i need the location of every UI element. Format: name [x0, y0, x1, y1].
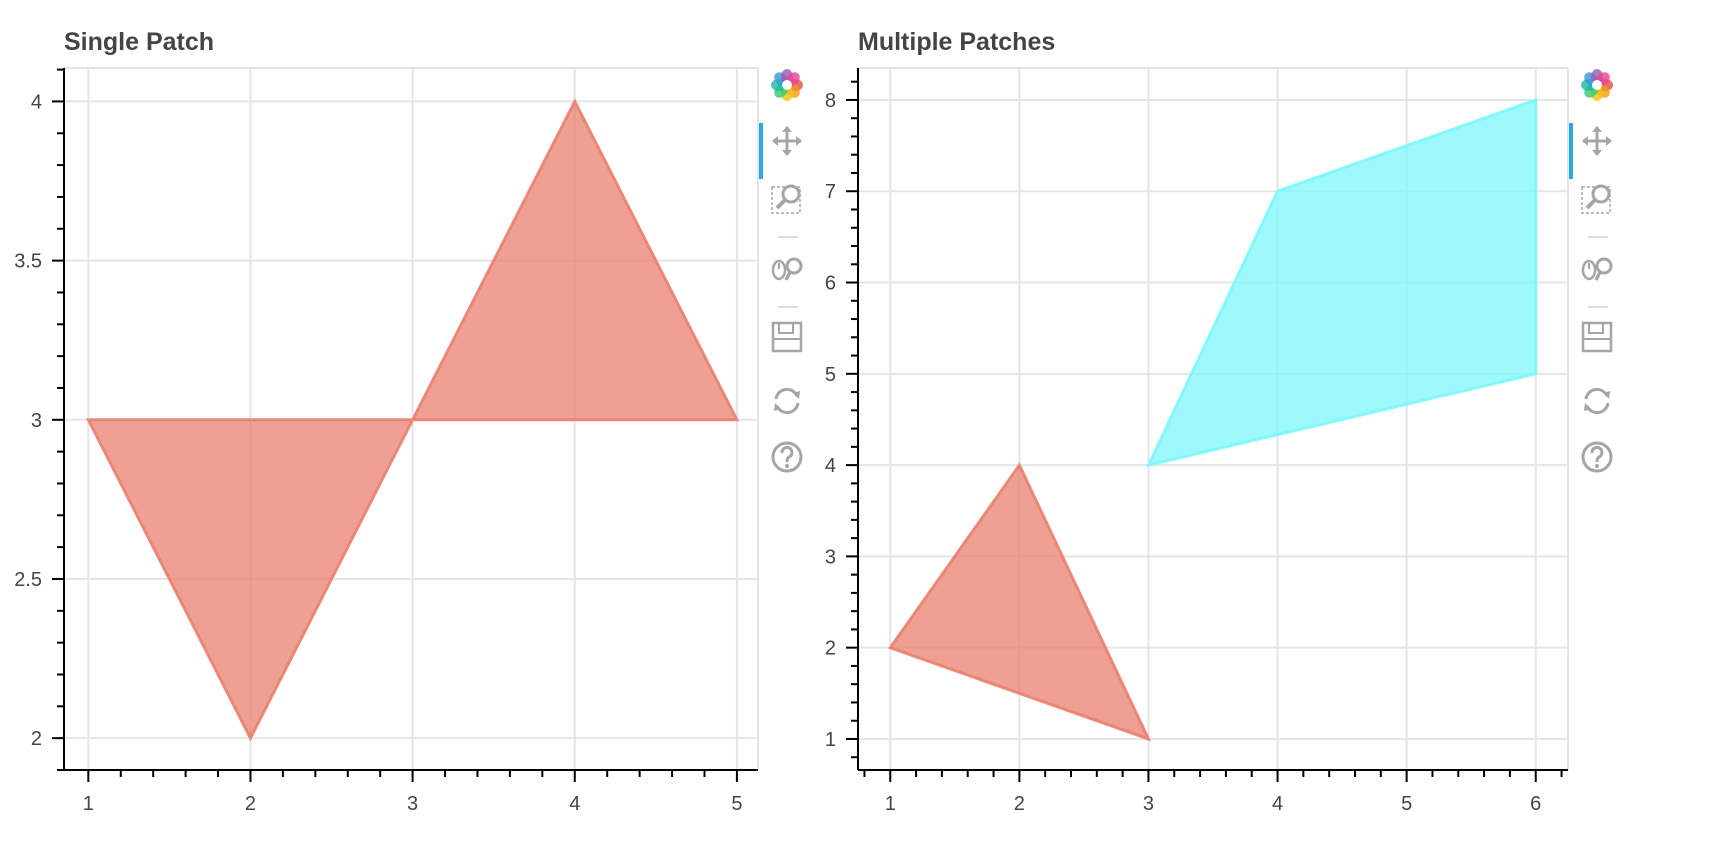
y-tick-label: 2.5	[14, 569, 42, 591]
reset-tool-button[interactable]	[1572, 378, 1622, 424]
x-tick-label: 5	[731, 793, 742, 815]
x-tick-label: 4	[569, 793, 580, 815]
x-tick-label: 3	[407, 793, 418, 815]
y-tick-label: 3	[825, 546, 836, 568]
x-tick-label: 6	[1530, 793, 1541, 815]
patch-2	[1145, 97, 1538, 468]
x-tick-label: 1	[83, 793, 94, 815]
active-tool-indicator	[759, 123, 763, 179]
y-tick-label: 3	[31, 410, 42, 432]
save-icon	[1581, 321, 1613, 353]
reset-icon	[1584, 387, 1610, 415]
active-tool-indicator	[1569, 123, 1573, 179]
y-tick-label: 4	[31, 91, 42, 113]
plot-title-single-patch: Single Patch	[64, 28, 215, 56]
y-tick-label: 1	[825, 729, 836, 751]
x-tick-label: 2	[1014, 793, 1025, 815]
reset-icon	[774, 387, 800, 415]
x-tick-label: 3	[1143, 793, 1154, 815]
bokeh-logo-tool-button[interactable]	[1572, 62, 1622, 108]
x-tick-label: 1	[885, 793, 896, 815]
help-tool-button[interactable]	[1572, 434, 1622, 480]
save-tool-button[interactable]	[762, 314, 812, 360]
y-tick-label: 3.5	[14, 251, 42, 273]
x-tick-label: 5	[1401, 793, 1412, 815]
patch-1	[85, 98, 740, 742]
help-icon	[1581, 441, 1613, 473]
y-tick-label: 6	[825, 273, 836, 295]
box-zoom-icon	[1581, 184, 1611, 214]
y-tick-label: 2	[825, 638, 836, 660]
toolbar-separator	[778, 236, 798, 238]
box-zoom-icon	[771, 184, 801, 214]
y-tick-label: 7	[825, 181, 836, 203]
help-icon	[771, 441, 803, 473]
x-tick-label: 4	[1272, 793, 1283, 815]
single-patch-plot[interactable]: 1 2 3 4 5 2 2.5 3 3.5 4	[0, 0, 860, 842]
y-tick-label: 4	[825, 455, 836, 477]
plot-title-multiple-patches: Multiple Patches	[858, 28, 1056, 56]
y-tick-label: 2	[31, 728, 42, 750]
help-tool-button[interactable]	[762, 434, 812, 480]
pan-tool-button[interactable]	[1569, 118, 1622, 179]
bokeh-logo-icon	[1581, 69, 1613, 101]
y-tick-label: 8	[825, 90, 836, 112]
plot-toolbar	[759, 62, 812, 482]
y-tick-label: 5	[825, 364, 836, 386]
pan-tool-button[interactable]	[759, 118, 812, 179]
patch-1	[887, 462, 1152, 742]
save-icon	[771, 321, 803, 353]
x-tick-label: 2	[245, 793, 256, 815]
wheel-zoom-tool-button[interactable]	[1572, 246, 1622, 292]
bokeh-logo-icon	[771, 69, 803, 101]
box-zoom-tool-button[interactable]	[762, 176, 812, 222]
wheel-zoom-icon	[771, 257, 803, 281]
toolbar-separator	[778, 306, 798, 308]
reset-tool-button[interactable]	[762, 378, 812, 424]
pan-icon	[772, 126, 802, 156]
wheel-zoom-tool-button[interactable]	[762, 246, 812, 292]
toolbar-separator	[1588, 236, 1608, 238]
bokeh-logo-tool-button[interactable]	[762, 62, 812, 108]
box-zoom-tool-button[interactable]	[1572, 176, 1622, 222]
toolbar-separator	[1588, 306, 1608, 308]
plot-toolbar	[1569, 62, 1622, 482]
wheel-zoom-icon	[1581, 257, 1613, 281]
save-tool-button[interactable]	[1572, 314, 1622, 360]
pan-icon	[1582, 126, 1612, 156]
